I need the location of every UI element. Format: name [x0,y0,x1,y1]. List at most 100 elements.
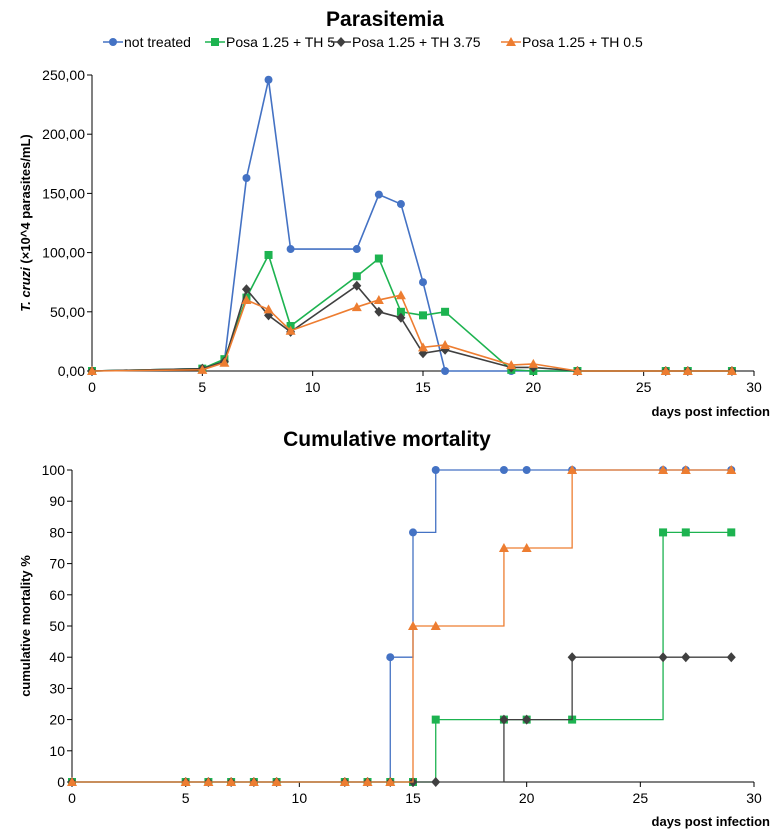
chart2-point-posa-1-25-th-0-5 [226,777,237,786]
chart1-point-posa-1-25-th-0-5 [241,294,252,304]
chart1-title: Parasitemia [326,8,444,31]
chart1-y-tick-label: 200,00 [42,126,85,142]
chart2-point-posa-1-25-th-0-5 [362,777,373,786]
chart2-point-posa-1-25-th-0-5 [271,777,282,786]
chart1-point-posa-1-25-th-3-75 [374,306,384,317]
chart2-point-posa-1-25-th-3-75 [522,714,532,725]
chart2-x-tick-label: 15 [405,790,421,806]
chart1-y-tick-label: 150,00 [42,185,85,201]
chart2-y-tick-label: 10 [49,743,65,759]
legend-label: Posa 1.25 + TH 5 [226,34,335,50]
chart2-point-not-treated [409,528,417,537]
chart1-point-not-treated [352,245,361,254]
legend-item-not-treated: not treated [103,34,191,50]
chart1-point-posa-1-25-th-0-5 [219,357,230,367]
chart1-line-not-treated [91,79,732,372]
chart2-x-tick-label: 30 [746,790,762,806]
chart2-title: Cumulative mortality [283,428,491,451]
chart1-y-tick-label: 50,00 [50,304,85,320]
chart2-point-posa-1-25-th-0-5 [408,621,418,630]
legend-item-posa-1-25-th-5: Posa 1.25 + TH 5 [205,34,335,50]
chart2-point-posa-1-25-th-0-5 [521,543,532,552]
chart2-ylabel: cumulative mortality % [18,555,33,697]
chart1-point-posa-1-25-th-0-5 [506,360,517,370]
chart1-point-posa-1-25-th-0-5 [726,366,737,375]
chart1-point-posa-1-25-th-0-5 [285,325,296,335]
chart2-x-tick-label: 25 [633,790,649,806]
chart1-x-tick-label: 15 [415,379,431,395]
chart2-series-not-treated [68,466,736,786]
chart1-point-posa-1-25-th-0-5 [660,366,671,375]
chart1-point-posa-1-25-th-5 [396,307,405,316]
chart2-point-posa-1-25-th-5 [431,715,440,724]
chart1-point-posa-1-25-th-0-5 [572,366,583,375]
chart2-point-posa-1-25-th-3-75 [567,652,577,663]
chart1-ylabel-rest: (×10^4 parasites/mL) [18,134,33,267]
chart2-y-tick-label: 80 [49,524,65,540]
chart2-point-posa-1-25-th-3-75 [431,777,441,787]
chart2-y-tick-label: 40 [49,649,65,665]
chart1-x-tick-label: 25 [636,379,652,395]
legend-label: not treated [124,34,191,50]
chart2-x-tick-label: 0 [68,790,76,806]
chart2-y-tick-label: 60 [49,587,65,603]
chart2-point-posa-1-25-th-0-5 [567,465,578,474]
chart2-point-not-treated [499,466,508,474]
chart2-point-posa-1-25-th-0-5 [339,777,350,786]
chart2-point-posa-1-25-th-0-5 [248,777,259,786]
legend-item-posa-1-25-th-3-75: Posa 1.25 + TH 3.75 [331,34,481,50]
chart2-y-tick-label: 20 [49,712,65,728]
chart1-point-posa-1-25-th-5 [264,250,273,259]
legend-swatch-marker [109,38,117,46]
chart1-plot: 0 5 10 15 20 25 30 0,00 50,00 100,00 150,00 200,00 2… [42,67,762,395]
chart2-point-posa-1-25-th-0-5 [180,777,191,786]
chart1-x-tick-label: 0 [88,379,96,395]
chart1-x-tick-label: 10 [305,379,321,395]
chart1-point-posa-1-25-th-3-75 [352,280,362,291]
chart2-point-posa-1-25-th-0-5 [680,465,691,474]
chart1-point-not-treated [374,190,383,199]
chart1-point-posa-1-25-th-0-5 [197,364,208,374]
chart2-y-tick-label: 100 [42,462,66,478]
chart2-y-tick-label: 90 [49,493,65,509]
chart1-line-posa-1-25-th-0-5 [91,294,732,372]
chart1-point-posa-1-25-th-5 [374,254,383,263]
chart2-x-tick-label: 10 [292,790,308,806]
chart2-point-posa-1-25-th-3-75 [658,652,668,663]
chart1-point-posa-1-25-th-5 [441,307,450,316]
chart1-point-posa-1-25-th-0-5 [528,358,539,368]
chart2-x-tick-label: 20 [519,790,535,806]
chart1-series-posa-1-25-th-3-75 [87,280,737,376]
chart1-point-not-treated [242,174,251,183]
chart2-point-posa-1-25-th-0-5 [385,777,396,786]
chart2-y-tick-label: 70 [49,556,65,572]
chart1-point-not-treated [396,200,405,209]
chart2-point-posa-1-25-th-0-5 [430,621,441,630]
legend-label: Posa 1.25 + TH 0.5 [522,34,643,50]
chart2-line-posa-1-25-th-0-5 [72,469,732,783]
chart2-series-posa-1-25-th-0-5 [67,465,737,786]
chart1-point-posa-1-25-th-0-5 [263,304,274,314]
legend-swatch-marker [336,37,346,47]
chart1-series-posa-1-25-th-5 [88,250,736,375]
chart1-point-posa-1-25-th-3-75 [241,284,251,295]
chart1-point-posa-1-25-th-3-75 [396,312,406,323]
chart1-ylabel-italic: T. cruzi [18,267,33,312]
chart1-point-not-treated [286,245,295,254]
chart1-x-tick-label: 20 [526,379,542,395]
chart2-point-posa-1-25-th-5 [681,528,690,537]
chart1-point-not-treated [264,75,273,84]
chart1-point-posa-1-25-th-0-5 [682,366,693,375]
chart2-point-posa-1-25-th-3-75 [499,714,509,725]
chart1-x-tick-label: 5 [198,379,206,395]
chart1-legend: not treated Posa 1.25 + TH 5 Posa 1.25 + T… [103,34,643,50]
chart2-point-not-treated [431,466,440,474]
chart1-point-posa-1-25-th-5 [352,272,361,281]
legend-label: Posa 1.25 + TH 3.75 [352,34,481,50]
chart1-x-tick-label: 30 [746,379,762,395]
chart1-series-posa-1-25-th-0-5 [87,290,737,375]
chart2-point-not-treated [522,466,531,474]
chart1-y-tick-label: 100,00 [42,245,85,261]
chart1-point-posa-1-25-th-0-5 [351,302,362,312]
